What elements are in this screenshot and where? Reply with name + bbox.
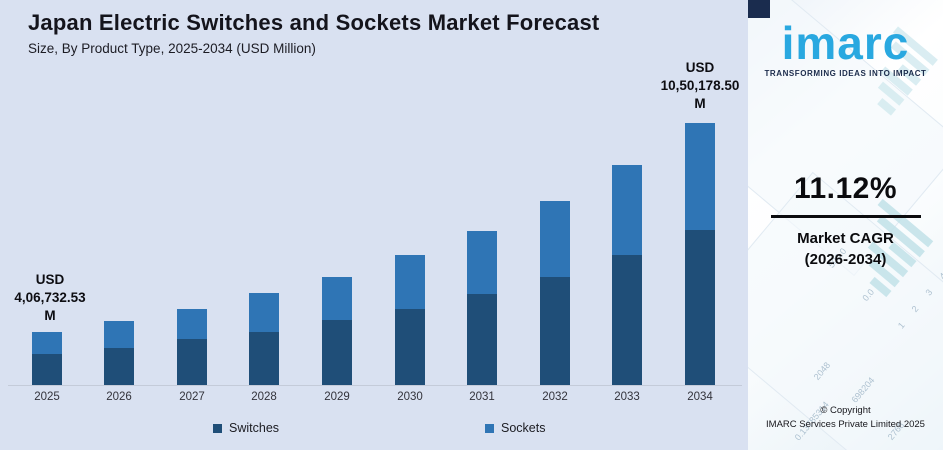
bar-segment-sockets <box>612 165 642 255</box>
brand-panel: 500.0 0.0 1 2 3 4 2048 698204 2768 0.137… <box>748 0 943 450</box>
bar-segment-switches <box>177 339 207 385</box>
chart-area: Japan Electric Switches and Sockets Mark… <box>0 0 748 450</box>
x-axis-label-2030: 2030 <box>397 391 423 403</box>
legend-label-sockets: Sockets <box>501 421 546 435</box>
cagr-value: 11.12% <box>793 172 898 205</box>
chart-title: Japan Electric Switches and Sockets Mark… <box>28 10 600 35</box>
bar-2034 <box>685 123 715 385</box>
bar-segment-sockets <box>104 321 134 348</box>
value-annotation-2025: USD 4,06,732.53 M <box>0 271 120 325</box>
bar-segment-sockets <box>322 277 352 320</box>
annotation-line: USD <box>685 60 715 75</box>
value-annotation-2034: USD 10,50,178.50 M <box>630 59 770 113</box>
bar-2026 <box>104 321 134 385</box>
x-axis-labels: 2025 2026 2027 2028 2029 2030 2031 2032 2033 2034 <box>0 391 748 407</box>
bar-segment-switches <box>612 255 642 385</box>
bar-segment-switches <box>685 230 715 385</box>
bar-2031 <box>467 231 497 385</box>
bar-segment-switches <box>104 348 134 385</box>
x-axis-label-2027: 2027 <box>179 391 205 403</box>
imarc-logo-text: imarc <box>781 17 910 69</box>
annotation-line: 4,06,732.53 <box>14 290 86 305</box>
x-axis-label-2026: 2026 <box>106 391 132 403</box>
bar-segment-switches <box>540 277 570 385</box>
x-axis-label-2028: 2028 <box>251 391 277 403</box>
legend-label-switches: Switches <box>229 421 280 435</box>
x-axis-baseline <box>8 385 742 386</box>
imarc-logo: imarc TRANSFORMING IDEAS INTO IMPACT <box>748 18 943 78</box>
cagr-label-line2: (2026-2034) <box>804 251 887 268</box>
x-axis-label-2034: 2034 <box>687 391 713 403</box>
cagr-label: Market CAGR (2026-2034) <box>748 228 943 270</box>
bar-segment-switches <box>322 320 352 385</box>
bar-segment-switches <box>467 294 497 385</box>
copyright-line2: IMARC Services Private Limited 2025 <box>766 419 925 430</box>
cagr-divider <box>770 215 921 218</box>
bar-2033 <box>612 165 642 385</box>
cagr-label-line1: Market CAGR <box>797 230 894 247</box>
annotation-line: M <box>694 96 706 111</box>
legend-swatch-sockets <box>485 423 494 433</box>
bar-segment-sockets <box>540 201 570 277</box>
bar-segment-sockets <box>177 309 207 339</box>
bar-segment-switches <box>32 354 62 385</box>
bar-segment-sockets <box>467 231 497 294</box>
bar-2025 <box>32 332 62 385</box>
legend-swatch-switches <box>213 423 222 433</box>
x-axis-label-2031: 2031 <box>469 391 495 403</box>
x-axis-label-2033: 2033 <box>614 391 640 403</box>
bar-2027 <box>177 309 207 385</box>
legend-item-switches: Switches <box>213 421 279 435</box>
bar-segment-switches <box>249 332 279 385</box>
copyright: © Copyright IMARC Services Private Limit… <box>748 404 943 432</box>
bar-2030 <box>395 255 425 385</box>
bar-segment-sockets <box>249 293 279 332</box>
chart-subtitle: Size, By Product Type, 2025-2034 (USD Mi… <box>28 41 316 56</box>
bar-segment-sockets <box>32 332 62 354</box>
legend-item-sockets: Sockets <box>485 421 545 435</box>
bar-segment-sockets <box>395 255 425 309</box>
imarc-logo-tagline: TRANSFORMING IDEAS INTO IMPACT <box>764 69 927 78</box>
bar-segment-sockets <box>685 123 715 230</box>
cagr-block: 11.12% Market CAGR (2026-2034) <box>748 172 943 270</box>
corner-accent-block <box>748 0 770 18</box>
copyright-line1: © Copyright <box>820 405 871 416</box>
bar-segment-switches <box>395 309 425 385</box>
plot-area <box>32 123 715 385</box>
annotation-line: M <box>44 308 56 323</box>
bar-2032 <box>540 201 570 385</box>
x-axis-label-2032: 2032 <box>542 391 568 403</box>
annotation-line: USD <box>35 272 65 287</box>
bar-2029 <box>322 277 352 385</box>
legend: Switches Sockets <box>0 421 748 441</box>
bar-2028 <box>249 293 279 385</box>
x-axis-label-2025: 2025 <box>34 391 60 403</box>
annotation-line: 10,50,178.50 <box>660 78 740 93</box>
x-axis-label-2029: 2029 <box>324 391 350 403</box>
